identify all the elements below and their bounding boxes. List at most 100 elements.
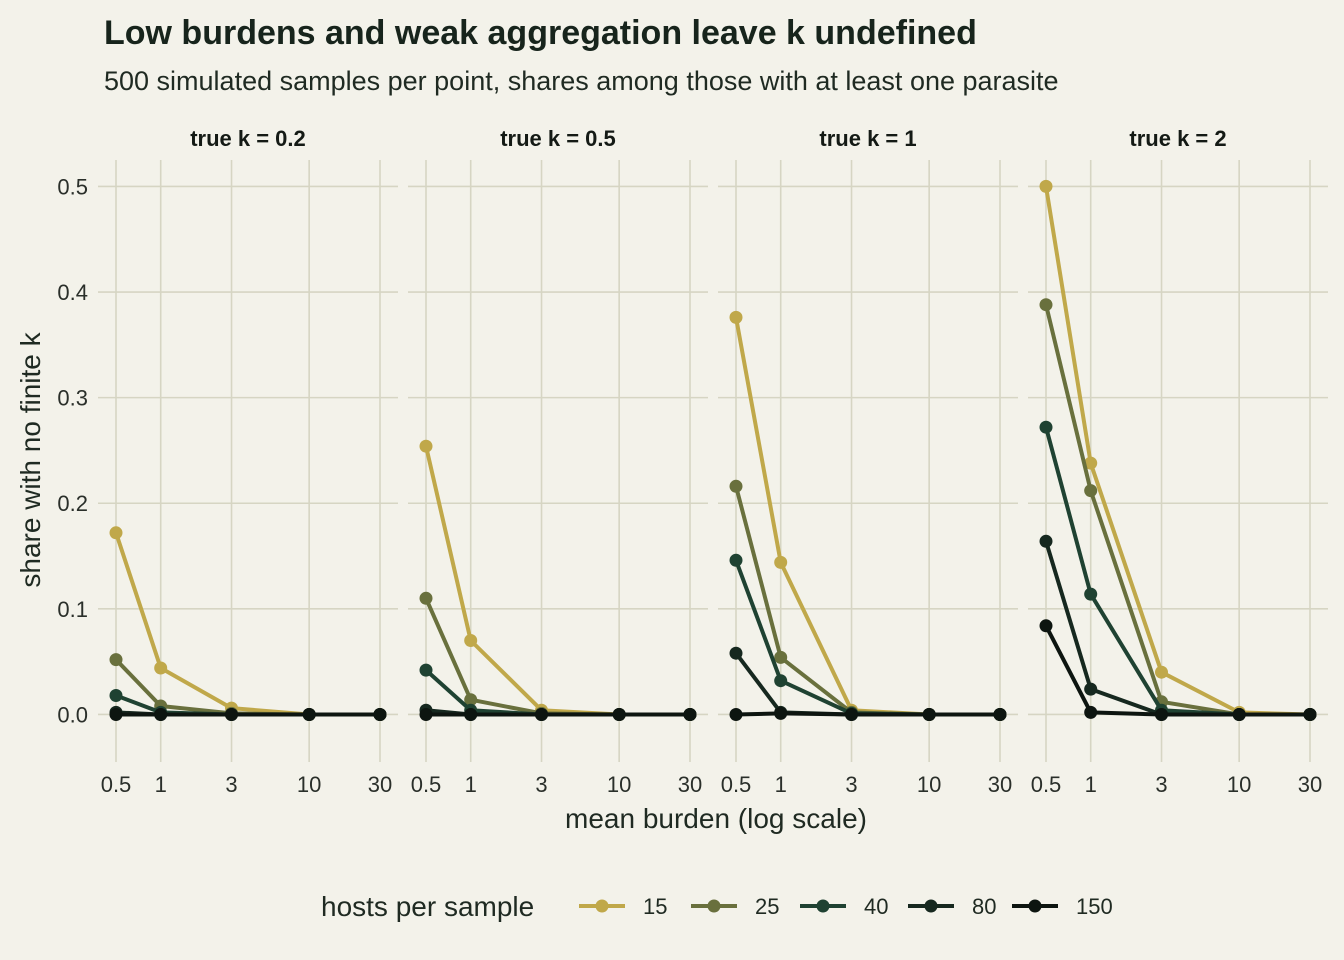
x-tick-label: 10 xyxy=(1227,772,1251,797)
series-line xyxy=(1044,302,1312,717)
x-tick-label: 1 xyxy=(465,772,477,797)
legend-label: 40 xyxy=(864,894,888,919)
y-tick-label: 0.2 xyxy=(57,491,88,516)
x-tick-label: 3 xyxy=(1155,772,1167,797)
data-point xyxy=(1039,534,1053,548)
data-point xyxy=(464,693,478,707)
x-tick-label: 30 xyxy=(1298,772,1322,797)
data-point xyxy=(1084,682,1098,696)
legend-entry: 25 xyxy=(691,894,779,919)
data-point xyxy=(683,708,697,721)
facet-panel: true k = 1 0.5 1 3 10 30 xyxy=(718,126,1018,797)
facet-strip-label: true k = 1 xyxy=(819,126,916,151)
x-tick-label: 0.5 xyxy=(721,772,752,797)
data-point xyxy=(1155,665,1168,679)
legend-title: hosts per sample xyxy=(321,891,534,922)
legend-label: 80 xyxy=(972,894,996,919)
data-point xyxy=(993,708,1007,721)
chart-subtitle: 500 simulated samples per point, shares … xyxy=(104,66,1059,96)
x-tick-label: 0.5 xyxy=(101,772,132,797)
data-point xyxy=(464,634,478,647)
data-point xyxy=(373,708,387,721)
legend-key-point xyxy=(707,899,721,913)
legend-entry: 15 xyxy=(579,894,667,919)
legend-entry: 150 xyxy=(1012,894,1113,919)
data-point xyxy=(1039,420,1053,434)
data-point xyxy=(109,689,123,702)
legend-key-point xyxy=(816,899,830,913)
x-tick-label: 30 xyxy=(988,772,1012,797)
data-point xyxy=(302,708,316,721)
x-tick-label: 1 xyxy=(775,772,787,797)
data-point xyxy=(419,591,433,605)
facet-panel: true k = 0.2 0.5 1 3 10 30 xyxy=(98,126,398,797)
y-axis: 0.0 0.1 0.2 0.3 0.4 0.5 xyxy=(57,174,88,727)
data-point xyxy=(612,708,626,721)
x-tick-label: 3 xyxy=(535,772,547,797)
x-tick-label: 30 xyxy=(368,772,392,797)
data-point xyxy=(1039,619,1053,633)
chart-title: Low burdens and weak aggregation leave k… xyxy=(104,14,977,52)
data-point xyxy=(845,708,858,721)
x-tick-label: 10 xyxy=(297,772,321,797)
x-tick-label: 0.5 xyxy=(411,772,442,797)
data-point xyxy=(109,526,123,540)
legend-entry: 40 xyxy=(800,894,888,919)
data-point xyxy=(154,708,168,721)
y-tick-label: 0.5 xyxy=(57,174,88,199)
x-tick-label: 1 xyxy=(1085,772,1097,797)
data-point xyxy=(774,674,788,688)
y-tick-label: 0.3 xyxy=(57,386,88,411)
data-point xyxy=(1039,298,1053,312)
data-point xyxy=(729,646,743,660)
facet-strip-label: true k = 0.2 xyxy=(190,126,306,151)
y-axis-title: share with no finite k xyxy=(15,331,46,587)
series-line xyxy=(114,530,382,717)
facet-panel: true k = 0.5 0.5 1 3 10 30 xyxy=(408,126,708,797)
x-tick-label: 10 xyxy=(917,772,941,797)
data-point xyxy=(109,653,123,667)
data-point xyxy=(419,439,433,453)
legend-entry: 80 xyxy=(908,894,996,919)
data-point xyxy=(464,708,478,721)
legend-label: 25 xyxy=(755,894,779,919)
data-point xyxy=(225,708,238,721)
x-tick-label: 1 xyxy=(155,772,167,797)
data-point xyxy=(1084,484,1098,498)
data-point xyxy=(1303,708,1317,721)
series-line xyxy=(1044,184,1312,717)
x-tick-label: 30 xyxy=(678,772,702,797)
x-tick-label: 3 xyxy=(225,772,237,797)
data-point xyxy=(1084,456,1098,470)
data-point xyxy=(419,708,433,721)
y-tick-label: 0.1 xyxy=(57,597,88,622)
data-point xyxy=(729,553,743,567)
facet-panel: true k = 2 0.5 1 3 10 30 xyxy=(1028,126,1328,797)
data-point xyxy=(729,708,743,721)
legend: hosts per sample 15 25 40 80 150 xyxy=(321,891,1113,922)
legend-key-point xyxy=(595,899,609,913)
y-tick-label: 0.0 xyxy=(57,702,88,727)
legend-label: 150 xyxy=(1076,894,1113,919)
data-point xyxy=(1084,705,1098,719)
facet-strip-label: true k = 0.5 xyxy=(500,126,616,151)
y-tick-label: 0.4 xyxy=(57,280,88,305)
data-point xyxy=(109,708,123,721)
data-point xyxy=(774,706,788,720)
data-point xyxy=(535,708,548,721)
data-point xyxy=(922,708,936,721)
data-point xyxy=(729,479,743,493)
data-point xyxy=(1039,179,1053,193)
data-point xyxy=(729,310,743,324)
x-tick-label: 10 xyxy=(607,772,631,797)
data-point xyxy=(774,650,788,664)
x-axis-title: mean burden (log scale) xyxy=(565,803,867,834)
series-line xyxy=(424,444,692,717)
data-point xyxy=(774,555,788,569)
data-point xyxy=(419,663,433,677)
data-point xyxy=(154,661,168,675)
data-point xyxy=(1155,708,1168,721)
facet-strip-label: true k = 2 xyxy=(1129,126,1226,151)
